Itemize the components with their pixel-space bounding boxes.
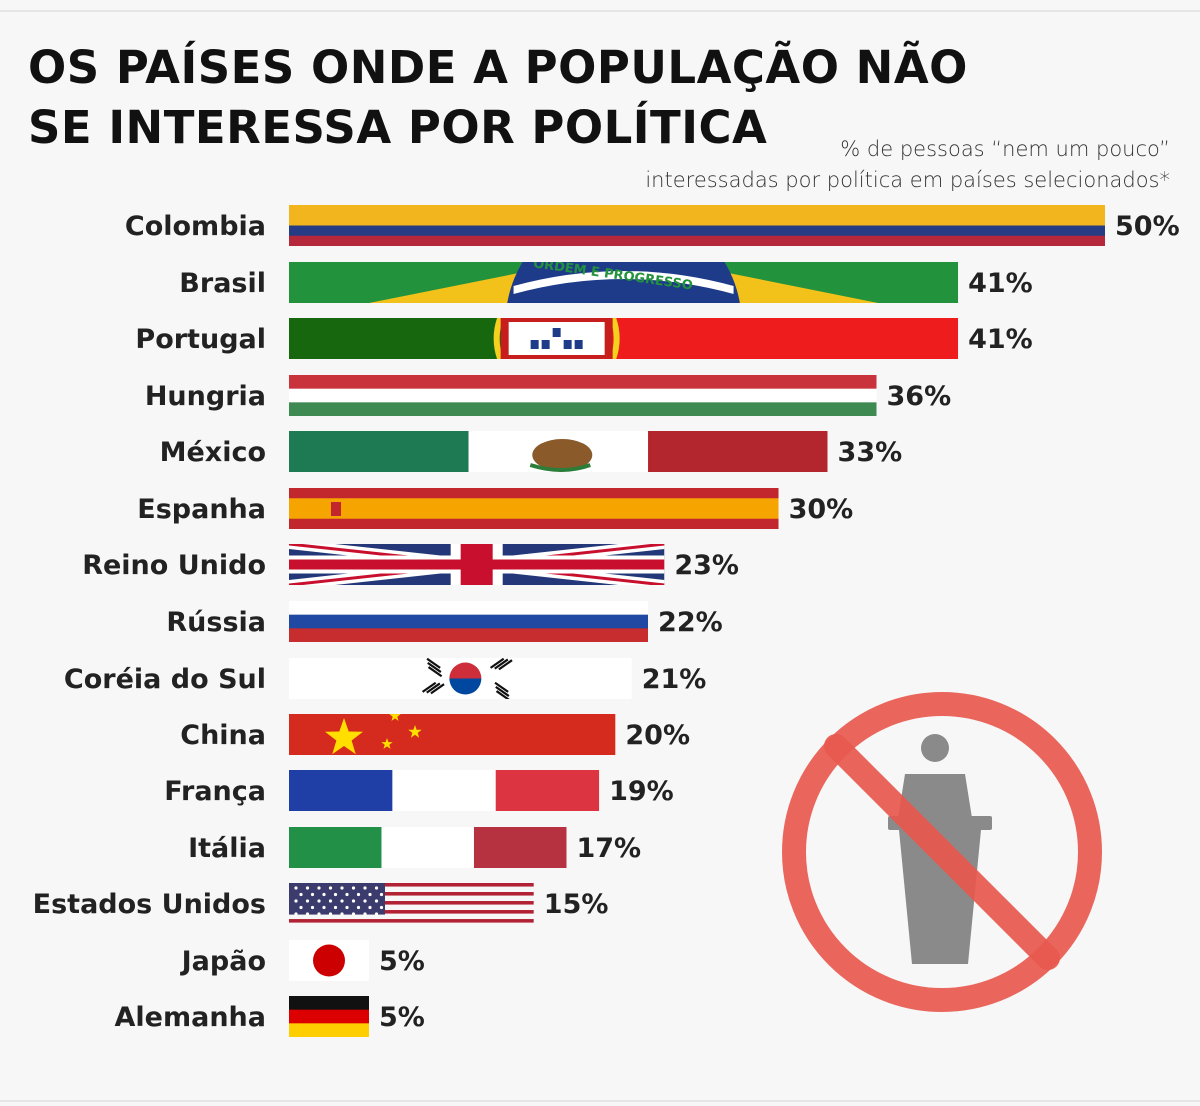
value-label-brasil: 41%: [968, 268, 1033, 299]
bar-china: [289, 714, 616, 755]
value-label-coreia-do-sul: 21%: [642, 664, 707, 695]
subtitle-line-1: % de pessoas “nem um pouco”: [840, 137, 1170, 161]
bar-portugal: [289, 318, 959, 359]
category-label-franca: França: [164, 776, 266, 807]
category-label-china: China: [180, 720, 266, 751]
bar-reino-unido: [289, 544, 665, 585]
bar-mexico: [289, 431, 828, 472]
category-label-japao: Japão: [180, 946, 266, 977]
bar-italia: [289, 827, 567, 868]
page-title: OS PAÍSES ONDE A POPULAÇÃO NÃO SE INTERE…: [28, 38, 988, 158]
category-label-russia: Rússia: [166, 607, 266, 638]
chart-subtitle: % de pessoas “nem um pouco” interessadas…: [470, 134, 1170, 196]
bar-hungria: [289, 375, 877, 416]
value-label-russia: 22%: [658, 607, 723, 638]
title-line-1: OS PAÍSES ONDE A POPULAÇÃO NÃO: [28, 41, 968, 94]
bottom-divider: [0, 1100, 1200, 1102]
category-label-mexico: México: [160, 437, 266, 468]
bar-coreia-do-sul: [289, 658, 632, 699]
category-label-alemanha: Alemanha: [115, 1002, 266, 1033]
bar-colombia: [289, 205, 1105, 246]
bar-russia: [289, 601, 649, 642]
category-label-colombia: Colombia: [125, 211, 266, 242]
value-label-franca: 19%: [609, 776, 674, 807]
category-label-italia: Itália: [188, 833, 266, 864]
subtitle-line-2: interessadas por política em países sele…: [645, 168, 1170, 192]
value-label-espanha: 30%: [789, 494, 854, 525]
bar-espanha: [289, 488, 779, 529]
category-label-hungria: Hungria: [145, 381, 266, 412]
value-label-portugal: 41%: [968, 324, 1033, 355]
value-label-alemanha: 5%: [379, 1002, 425, 1033]
top-divider: [0, 10, 1200, 12]
value-label-colombia: 50%: [1115, 211, 1180, 242]
bar-franca: [289, 770, 600, 811]
bar-brasil: ORDEM E PROGRESSO: [289, 262, 959, 303]
category-label-portugal: Portugal: [135, 324, 266, 355]
bar-estados-unidos: [289, 883, 534, 923]
value-label-mexico: 33%: [838, 437, 903, 468]
value-label-china: 20%: [625, 720, 690, 751]
value-label-hungria: 36%: [887, 381, 952, 412]
category-label-estados-unidos: Estados Unidos: [33, 889, 266, 920]
title-line-2: SE INTERESSA POR POLÍTICA: [28, 101, 768, 154]
bar-alemanha: [289, 996, 369, 1037]
category-label-espanha: Espanha: [137, 494, 266, 525]
value-label-estados-unidos: 15%: [544, 889, 609, 920]
value-label-reino-unido: 23%: [674, 550, 739, 581]
bar-japao: [289, 940, 369, 981]
category-label-brasil: Brasil: [179, 268, 266, 299]
no-politics-icon: [782, 692, 1102, 1012]
category-label-coreia-do-sul: Coréia do Sul: [64, 664, 266, 695]
category-label-reino-unido: Reino Unido: [82, 550, 266, 581]
value-label-italia: 17%: [576, 833, 641, 864]
value-label-japao: 5%: [379, 946, 425, 977]
